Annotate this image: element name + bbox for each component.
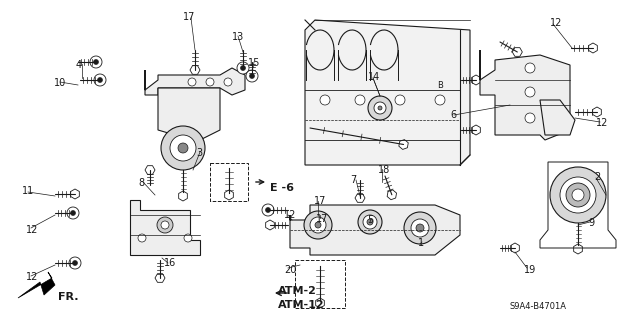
Text: 12: 12 bbox=[284, 210, 296, 220]
Polygon shape bbox=[540, 100, 575, 135]
Circle shape bbox=[72, 261, 77, 265]
Circle shape bbox=[69, 257, 81, 269]
Circle shape bbox=[70, 211, 76, 216]
Text: 1: 1 bbox=[418, 238, 424, 248]
Text: 6: 6 bbox=[450, 110, 456, 120]
Text: ATM-2: ATM-2 bbox=[278, 286, 317, 296]
Polygon shape bbox=[305, 20, 470, 165]
Text: B: B bbox=[437, 80, 443, 90]
Circle shape bbox=[570, 187, 586, 203]
Circle shape bbox=[224, 78, 232, 86]
Circle shape bbox=[170, 135, 196, 161]
Text: 4: 4 bbox=[76, 60, 82, 70]
Polygon shape bbox=[18, 272, 55, 298]
Circle shape bbox=[411, 219, 429, 237]
Text: 2: 2 bbox=[594, 172, 600, 182]
Circle shape bbox=[367, 219, 373, 225]
Text: 12: 12 bbox=[26, 225, 38, 235]
Text: 3: 3 bbox=[196, 148, 202, 158]
Text: 11: 11 bbox=[22, 186, 35, 196]
Circle shape bbox=[250, 73, 255, 78]
Polygon shape bbox=[480, 50, 570, 140]
Circle shape bbox=[93, 60, 99, 64]
Circle shape bbox=[161, 126, 205, 170]
Text: 16: 16 bbox=[164, 258, 176, 268]
Circle shape bbox=[358, 210, 382, 234]
Circle shape bbox=[435, 95, 445, 105]
Circle shape bbox=[67, 207, 79, 219]
Circle shape bbox=[94, 74, 106, 86]
Circle shape bbox=[320, 95, 330, 105]
Text: 15: 15 bbox=[248, 58, 260, 68]
Circle shape bbox=[378, 106, 382, 110]
Text: 12: 12 bbox=[550, 18, 563, 28]
Polygon shape bbox=[290, 205, 460, 255]
Text: 12: 12 bbox=[596, 118, 609, 128]
Circle shape bbox=[161, 221, 169, 229]
Text: ATM-12: ATM-12 bbox=[278, 300, 324, 310]
Text: S9A4-B4701A: S9A4-B4701A bbox=[510, 302, 567, 311]
Text: E -6: E -6 bbox=[270, 183, 294, 193]
Text: 5: 5 bbox=[367, 215, 373, 225]
Text: 7: 7 bbox=[350, 175, 356, 185]
Text: 17: 17 bbox=[316, 214, 328, 224]
Circle shape bbox=[315, 222, 321, 228]
Circle shape bbox=[363, 215, 377, 229]
Circle shape bbox=[304, 211, 332, 239]
Circle shape bbox=[550, 167, 606, 223]
Text: 20: 20 bbox=[284, 265, 296, 275]
Text: 18: 18 bbox=[378, 165, 390, 175]
Circle shape bbox=[374, 102, 386, 114]
Circle shape bbox=[560, 177, 596, 213]
Text: 14: 14 bbox=[368, 72, 380, 82]
Circle shape bbox=[566, 183, 590, 207]
Circle shape bbox=[262, 204, 274, 216]
Text: 17: 17 bbox=[314, 196, 326, 206]
Circle shape bbox=[355, 95, 365, 105]
Circle shape bbox=[572, 189, 584, 201]
Text: 9: 9 bbox=[588, 218, 594, 228]
Polygon shape bbox=[145, 68, 245, 95]
Bar bbox=[210, 163, 248, 201]
Circle shape bbox=[206, 78, 214, 86]
Text: FR.: FR. bbox=[58, 292, 79, 302]
Circle shape bbox=[525, 113, 535, 123]
Circle shape bbox=[368, 96, 392, 120]
Text: 19: 19 bbox=[524, 265, 536, 275]
Circle shape bbox=[178, 143, 188, 153]
Circle shape bbox=[525, 63, 535, 73]
Circle shape bbox=[310, 217, 326, 233]
Circle shape bbox=[404, 212, 436, 244]
Bar bbox=[295, 260, 345, 308]
Circle shape bbox=[157, 217, 173, 233]
Circle shape bbox=[395, 95, 405, 105]
Text: 13: 13 bbox=[232, 32, 244, 42]
Circle shape bbox=[138, 234, 146, 242]
Circle shape bbox=[90, 56, 102, 68]
Circle shape bbox=[525, 87, 535, 97]
Circle shape bbox=[184, 234, 192, 242]
Circle shape bbox=[266, 207, 271, 212]
Text: 12: 12 bbox=[26, 272, 38, 282]
Circle shape bbox=[246, 70, 258, 82]
Circle shape bbox=[188, 78, 196, 86]
Polygon shape bbox=[158, 88, 220, 140]
Circle shape bbox=[416, 224, 424, 232]
Text: 8: 8 bbox=[138, 178, 144, 188]
Text: 17: 17 bbox=[183, 12, 195, 22]
Text: 10: 10 bbox=[54, 78, 67, 88]
Polygon shape bbox=[130, 200, 200, 255]
Circle shape bbox=[237, 62, 249, 74]
Circle shape bbox=[97, 78, 102, 83]
Circle shape bbox=[241, 65, 246, 70]
